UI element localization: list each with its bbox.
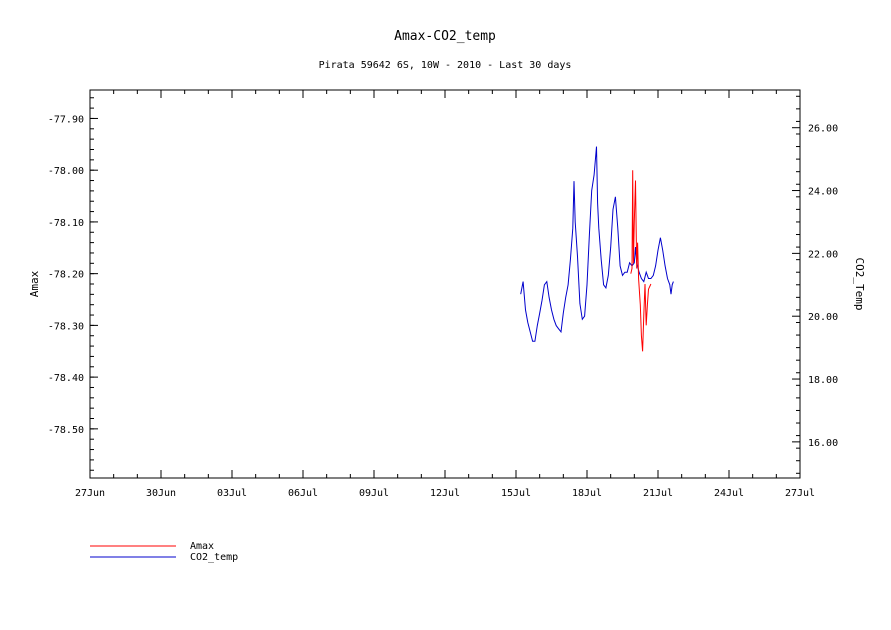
series-line-amax	[630, 170, 652, 352]
y-left-tick-label: -78.10	[48, 218, 84, 229]
x-minor-ticks	[89, 90, 801, 478]
x-tick-label: 15Jul	[501, 488, 531, 499]
chart-title: Amax-CO2_temp	[394, 29, 496, 44]
y-right-tick-label: 18.00	[808, 375, 838, 386]
y-left-label: Amax	[28, 270, 41, 297]
y-right-label: CO2_Temp	[853, 258, 866, 311]
x-tick-label: 12Jul	[430, 488, 460, 499]
chart-subtitle: Pirata 59642 6S, 10W - 2010 - Last 30 da…	[319, 60, 572, 71]
x-tick-label: 09Jul	[359, 488, 389, 499]
y-right-tick-label: 20.00	[808, 312, 838, 323]
x-tick-label: 18Jul	[572, 488, 602, 499]
y-left-axis-ticks: -77.90 -78.00 -78.10 -78.20 -78.30 -78.40 -78.…	[48, 97, 98, 471]
y-left-tick-label: -78.30	[48, 321, 84, 332]
x-tick-label: 27Jun	[75, 488, 105, 499]
x-tick-label: 30Jun	[146, 488, 176, 499]
y-left-tick-label: -77.90	[48, 114, 84, 125]
legend-label-co2-temp: CO2_temp	[190, 552, 238, 563]
y-right-tick-label: 16.00	[808, 438, 838, 449]
x-tick-label: 21Jul	[643, 488, 673, 499]
legend-label-amax: Amax	[190, 541, 214, 552]
x-tick-label: 24Jul	[714, 488, 744, 499]
y-left-tick-label: -78.20	[48, 270, 84, 281]
y-right-axis-ticks: 26.00 24.00 22.00 20.00 18.00 16.00	[792, 95, 838, 474]
plot-frame	[89, 89, 801, 479]
y-left-tick-label: -78.50	[48, 425, 84, 436]
y-right-tick-label: 24.00	[808, 187, 838, 198]
series-layer	[520, 146, 674, 352]
legend: Amax CO2_temp	[90, 541, 238, 563]
y-left-tick-label: -78.00	[48, 166, 84, 177]
series-line-co2-temp	[520, 146, 674, 342]
y-right-tick-label: 26.00	[808, 124, 838, 135]
x-tick-label: 06Jul	[288, 488, 318, 499]
y-right-tick-label: 22.00	[808, 249, 838, 260]
x-axis-ticks: 27Jun 30Jun 03Jul 06Jul 09Jul 12Jul 15Jul 18Jul…	[75, 90, 815, 499]
x-tick-label: 03Jul	[217, 488, 247, 499]
x-tick-label: 27Jul	[785, 488, 815, 499]
y-left-tick-label: -78.40	[48, 373, 84, 384]
